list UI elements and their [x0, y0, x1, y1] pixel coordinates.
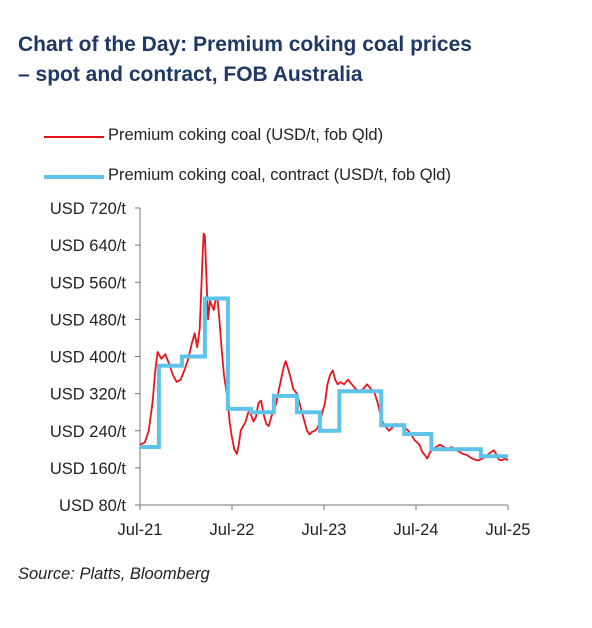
legend-swatch-contract: [44, 175, 104, 179]
y-tick-label: USD 720/t: [50, 200, 127, 218]
x-tick-label: Jul-23: [302, 521, 347, 539]
x-tick-label: Jul-21: [118, 521, 163, 539]
y-tick-label: USD 240/t: [50, 423, 127, 441]
x-tick-label: Jul-22: [210, 521, 255, 539]
y-tick-label: USD 80/t: [59, 497, 126, 515]
y-tick-label: USD 400/t: [50, 349, 127, 367]
chart-title: Chart of the Day: Premium coking coal pr…: [18, 30, 578, 90]
y-tick-label: USD 320/t: [50, 386, 127, 404]
source-note: Source: Platts, Bloomberg: [18, 565, 210, 583]
y-tick-label: USD 560/t: [50, 274, 127, 292]
y-tick-label: USD 160/t: [50, 460, 127, 478]
chart-title-line-2: – spot and contract, FOB Australia: [18, 63, 363, 86]
y-tick-label: USD 640/t: [50, 237, 127, 255]
spot-price-line: [139, 232, 509, 462]
legend-label-spot: Premium coking coal (USD/t, fob Qld): [108, 126, 384, 144]
legend-label-contract: Premium coking coal, contract (USD/t, fo…: [108, 166, 451, 184]
x-tick-label: Jul-24: [394, 521, 439, 539]
x-tick-label: Jul-25: [486, 521, 531, 539]
chart-title-line-1: Chart of the Day: Premium coking coal pr…: [18, 33, 472, 56]
legend-swatch-spot: [44, 136, 104, 138]
contract-price-line: [140, 296, 508, 459]
y-tick-label: USD 480/t: [50, 311, 127, 329]
